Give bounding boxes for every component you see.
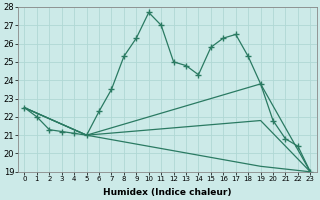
X-axis label: Humidex (Indice chaleur): Humidex (Indice chaleur) [103, 188, 232, 197]
